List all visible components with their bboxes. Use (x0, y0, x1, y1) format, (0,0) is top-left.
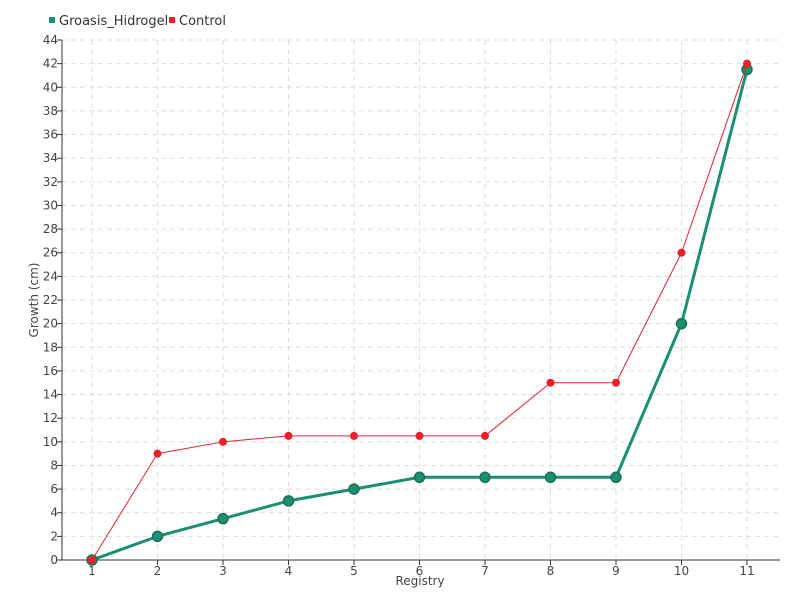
series-control (88, 59, 751, 564)
y-tick-label: 24 (43, 269, 58, 283)
x-axis-title: Registry (395, 574, 444, 588)
y-axis-ticks: 0246810121416182022242628303234363840424… (43, 33, 62, 567)
data-point-control (677, 248, 686, 257)
y-tick-label: 20 (43, 317, 58, 331)
x-axis-ticks: 1 2 3 4 5 6 7 8 9 10 11 (88, 560, 755, 578)
y-tick-label: 26 (43, 246, 58, 260)
y-tick-label: 44 (43, 33, 58, 47)
legend: Groasis_Hidrogel Control (49, 14, 226, 29)
y-tick-label: 36 (43, 128, 58, 142)
data-point-groasis-hidrogel (151, 530, 164, 543)
y-tick-label: 16 (43, 364, 58, 378)
x-tick-label: 3 (219, 564, 227, 578)
data-point-groasis-hidrogel (217, 512, 229, 525)
y-tick-label: 6 (50, 482, 58, 496)
x-tick-label: 7 (481, 564, 489, 578)
y-tick-label: 12 (43, 411, 58, 425)
y-tick-label: 28 (43, 222, 58, 236)
data-point-groasis-hidrogel (544, 471, 557, 484)
y-tick-label: 4 (50, 506, 58, 520)
x-tick-label: 10 (674, 564, 689, 578)
data-point-control (88, 556, 96, 564)
y-axis-title: Growth (cm) (27, 263, 41, 338)
y-tick-label: 30 (43, 198, 58, 212)
y-tick-label: 8 (50, 458, 58, 472)
y-tick-label: 40 (43, 80, 58, 94)
series-groasis-hidrogel (86, 63, 753, 566)
x-tick-label: 2 (154, 564, 162, 578)
data-point-groasis-hidrogel (348, 483, 360, 495)
x-tick-label: 6 (416, 564, 424, 578)
x-tick-label: 8 (547, 564, 555, 578)
data-point-control (350, 431, 358, 440)
legend-swatch-control (169, 17, 175, 23)
legend-label-control: Control (179, 14, 226, 29)
y-tick-label: 10 (43, 435, 58, 449)
x-tick-label: 9 (612, 564, 620, 578)
x-tick-label: 5 (350, 564, 358, 578)
series-layer (86, 59, 753, 566)
x-tick-label: 11 (739, 564, 754, 578)
data-point-groasis-hidrogel (675, 317, 688, 330)
data-point-groasis-hidrogel (479, 471, 491, 484)
y-tick-label: 38 (43, 104, 58, 118)
data-point-control (415, 431, 424, 440)
data-point-control (284, 431, 293, 440)
data-point-groasis-hidrogel (413, 471, 426, 484)
data-point-control (219, 437, 227, 446)
data-point-control (153, 449, 162, 458)
y-tick-label: 14 (43, 388, 58, 402)
data-point-control (612, 378, 620, 387)
data-point-control (546, 378, 555, 387)
legend-swatch-groasis (49, 17, 55, 23)
y-tick-label: 32 (43, 175, 58, 189)
y-tick-label: 42 (43, 57, 58, 71)
legend-label-groasis: Groasis_Hidrogel (59, 14, 168, 29)
data-point-control (481, 431, 489, 440)
y-tick-label: 22 (43, 293, 58, 307)
x-tick-label: 1 (88, 564, 96, 578)
y-tick-label: 0 (50, 553, 58, 567)
y-tick-label: 2 (50, 529, 58, 543)
data-point-control (743, 59, 751, 68)
y-tick-label: 18 (43, 340, 58, 354)
data-point-groasis-hidrogel (282, 495, 295, 507)
y-tick-label: 34 (43, 151, 58, 165)
x-tick-label: 4 (285, 564, 293, 578)
data-point-groasis-hidrogel (610, 471, 622, 484)
